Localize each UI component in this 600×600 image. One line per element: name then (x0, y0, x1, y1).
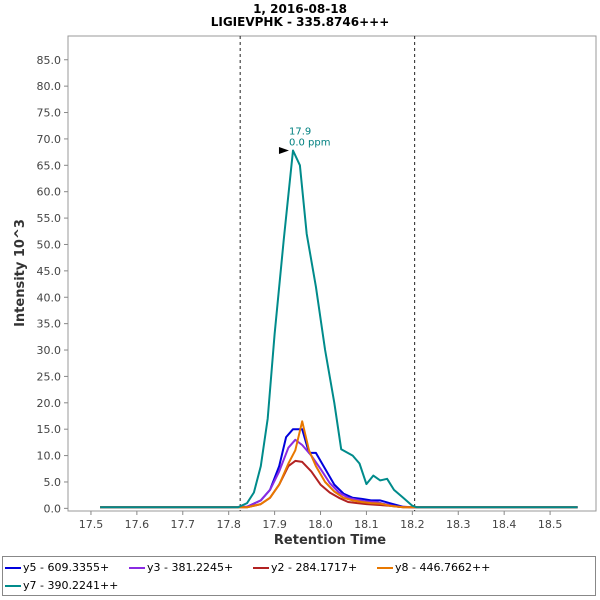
y-tick-label: 75.0 (37, 107, 62, 120)
y-tick-label: 55.0 (37, 212, 62, 225)
y-tick-label: 60.0 (37, 186, 62, 199)
legend-item-y8[interactable]: y8 - 446.7662++ (377, 561, 490, 574)
y-tick-label: 45.0 (37, 265, 62, 278)
x-tick-label: 18.1 (354, 518, 379, 531)
x-tick-label: 18.0 (308, 518, 333, 531)
legend-swatch-y8 (377, 566, 393, 569)
legend-label-y2: y2 - 284.1717+ (271, 561, 358, 574)
y-tick-label: 30.0 (37, 344, 62, 357)
legend-label-y5: y5 - 609.3355+ (23, 561, 110, 574)
series-line-y7[interactable] (100, 149, 578, 509)
peak-annotation-ppm: 0.0 ppm (289, 138, 331, 149)
chart-subtitle: LIGIEVPHK - 335.8746+++ (211, 15, 390, 29)
legend-label-y8: y8 - 446.7662++ (395, 561, 491, 574)
legend-item-y5[interactable]: y5 - 609.3355+ (5, 561, 109, 574)
y-tick-label: 0.0 (44, 502, 62, 515)
legend-label-y7: y7 - 390.2241++ (23, 579, 119, 592)
series-line-y8[interactable] (100, 420, 578, 509)
y-tick-label: 40.0 (37, 291, 62, 304)
legend-swatch-y2 (253, 566, 269, 569)
legend: y5 - 609.3355+ y3 - 381.2245+ y2 - 284.1… (2, 556, 596, 596)
peak-annotation-rt: 17.9 (289, 127, 311, 138)
x-tick-label: 18.2 (400, 518, 425, 531)
y-tick-label: 15.0 (37, 423, 62, 436)
x-axis-label: Retention Time (274, 533, 386, 548)
legend-item-y3[interactable]: y3 - 381.2245+ (129, 561, 233, 574)
legend-label-y3: y3 - 381.2245+ (147, 561, 234, 574)
x-tick-label: 17.5 (79, 518, 104, 531)
y-tick-label: 25.0 (37, 370, 62, 383)
legend-item-y2[interactable]: y2 - 284.1717+ (253, 561, 357, 574)
x-tick-label: 17.7 (171, 518, 196, 531)
y-axis-label: Intensity 10^3 (13, 219, 28, 327)
legend-item-y7[interactable]: y7 - 390.2241++ (5, 579, 118, 592)
y-tick-label: 70.0 (37, 133, 62, 146)
y-tick-label: 10.0 (37, 450, 62, 463)
x-tick-label: 17.6 (125, 518, 150, 531)
chart-title: 1, 2016-08-18 (253, 2, 347, 16)
y-tick-label: 5.0 (44, 476, 62, 489)
y-tick-label: 35.0 (37, 318, 62, 331)
y-tick-label: 65.0 (37, 159, 62, 172)
x-tick-label: 17.9 (262, 518, 287, 531)
series-line-y2[interactable] (100, 459, 578, 509)
legend-swatch-y3 (129, 566, 145, 569)
y-tick-label: 50.0 (37, 238, 62, 251)
x-tick-label: 18.4 (492, 518, 517, 531)
plot-frame (67, 35, 597, 512)
x-tick-label: 18.5 (538, 518, 563, 531)
x-tick-label: 17.8 (216, 518, 241, 531)
peak-marker (278, 147, 289, 155)
y-tick-label: 80.0 (37, 80, 62, 93)
legend-swatch-y7 (5, 584, 21, 587)
x-tick-label: 18.3 (446, 518, 471, 531)
y-tick-label: 20.0 (37, 397, 62, 410)
legend-swatch-y5 (5, 566, 21, 569)
y-tick-label: 85.0 (37, 54, 62, 67)
